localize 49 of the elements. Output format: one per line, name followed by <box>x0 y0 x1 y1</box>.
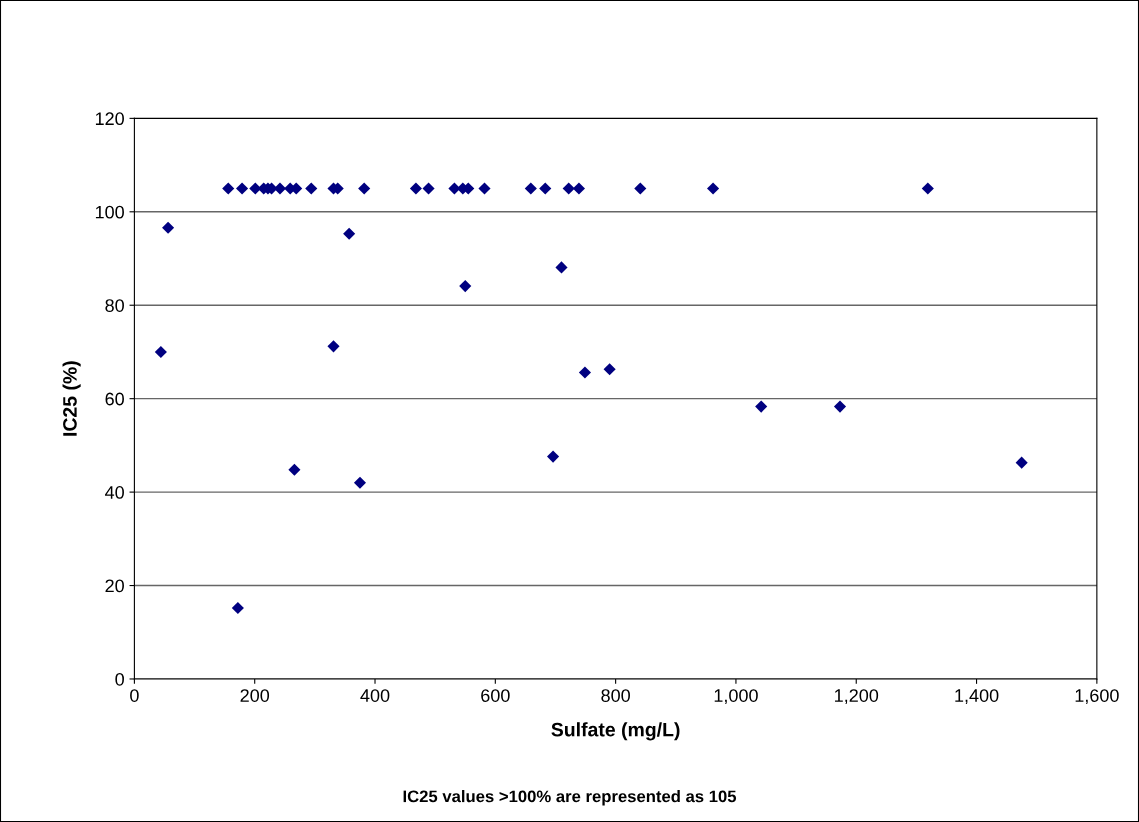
x-tick-label: 0 <box>130 689 139 702</box>
x-tick-label: 1,400 <box>955 689 999 705</box>
point <box>343 227 356 240</box>
point <box>707 182 720 195</box>
point <box>459 280 472 293</box>
x-tick-label: 600 <box>481 689 510 702</box>
y-tick-label: 20 <box>105 579 124 593</box>
point <box>288 463 301 476</box>
point <box>539 182 552 195</box>
y-axis-title: IC25 (%) <box>62 361 81 436</box>
point <box>833 400 847 413</box>
point <box>231 601 244 615</box>
point <box>236 182 249 195</box>
x-axis-title: Sulfate (mg/L) <box>551 722 680 741</box>
point <box>921 182 934 195</box>
point <box>755 400 768 413</box>
point <box>634 182 647 195</box>
y-tick-label: 80 <box>105 299 124 312</box>
x-tick-label: 1,600 <box>1075 689 1119 705</box>
x-tick-label: 1,200 <box>835 689 879 705</box>
point <box>422 182 435 195</box>
point <box>478 182 491 195</box>
x-tick-label: 800 <box>601 689 630 702</box>
point <box>273 182 287 195</box>
y-tick-label: 60 <box>105 392 124 406</box>
point <box>555 261 568 274</box>
y-tick-label: 120 <box>95 112 124 126</box>
point <box>603 363 616 376</box>
y-tick-label: 40 <box>105 486 124 499</box>
point <box>572 182 585 195</box>
point <box>578 366 592 379</box>
point <box>222 182 235 195</box>
point <box>562 182 575 195</box>
point <box>1015 456 1028 469</box>
point <box>162 221 175 234</box>
point <box>524 182 537 195</box>
x-tick-label: 1,000 <box>714 689 758 705</box>
x-tick-label: 200 <box>240 689 270 702</box>
point <box>353 476 367 489</box>
x-tick-label: 400 <box>360 689 390 702</box>
y-tick-label: 100 <box>95 205 124 219</box>
point <box>154 345 167 359</box>
point <box>305 182 318 195</box>
text: IC25 values >100% are represented as 105 <box>403 790 737 806</box>
point <box>327 340 340 353</box>
point <box>547 450 560 463</box>
point <box>409 182 422 195</box>
point <box>358 182 371 195</box>
y-tick-label: 0 <box>115 672 124 686</box>
